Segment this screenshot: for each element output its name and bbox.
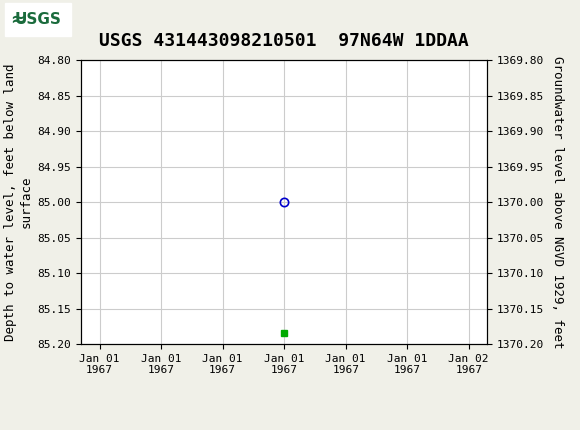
Y-axis label: Groundwater level above NGVD 1929, feet: Groundwater level above NGVD 1929, feet bbox=[551, 56, 564, 348]
Title: USGS 431443098210501  97N64W 1DDAA: USGS 431443098210501 97N64W 1DDAA bbox=[99, 32, 469, 50]
Text: ≈: ≈ bbox=[10, 10, 26, 28]
Bar bbox=[5, 3, 71, 36]
Y-axis label: Depth to water level, feet below land
surface: Depth to water level, feet below land su… bbox=[4, 63, 32, 341]
Text: USGS: USGS bbox=[14, 12, 61, 27]
